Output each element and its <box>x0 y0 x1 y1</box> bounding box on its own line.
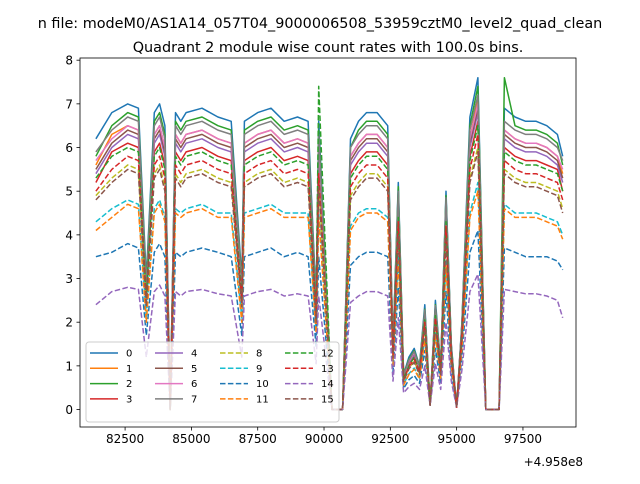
legend-label-14: 14 <box>321 379 334 390</box>
y-tick-label: 2 <box>65 316 73 330</box>
y-tick-label: 8 <box>65 54 73 68</box>
y-tick-label: 7 <box>65 97 73 111</box>
x-tick-label: 90000 <box>305 432 343 446</box>
y-tick-label: 5 <box>65 185 73 199</box>
y-tick-label: 0 <box>65 403 73 417</box>
legend-label-10: 10 <box>256 379 269 390</box>
legend-label-6: 6 <box>191 379 197 390</box>
legend-label-8: 8 <box>256 349 262 360</box>
legend-label-7: 7 <box>191 394 197 405</box>
legend-label-15: 15 <box>321 394 334 405</box>
y-tick-label: 3 <box>65 272 73 286</box>
x-tick-label: 87500 <box>239 432 277 446</box>
x-tick-label: 97500 <box>504 432 542 446</box>
x-tick-label: 85000 <box>172 432 210 446</box>
x-tick-label: 95000 <box>438 432 476 446</box>
series-line-12 <box>95 85 564 411</box>
legend-label-3: 3 <box>126 394 132 405</box>
legend-label-12: 12 <box>321 349 334 360</box>
series-line-15 <box>95 151 564 411</box>
series-line-14 <box>95 273 564 411</box>
x-axis-offset-label: +4.958e8 <box>524 455 583 469</box>
plot-frame <box>79 57 577 428</box>
legend-label-9: 9 <box>256 364 262 375</box>
x-tick-label: 82500 <box>106 432 144 446</box>
y-tick-label: 4 <box>65 228 73 242</box>
legend-label-13: 13 <box>321 364 334 375</box>
legend-label-11: 11 <box>256 394 269 405</box>
y-tick-label: 6 <box>65 141 73 155</box>
legend-label-1: 1 <box>126 364 132 375</box>
legend-label-0: 0 <box>126 349 132 360</box>
legend-label-2: 2 <box>126 379 132 390</box>
legend-label-5: 5 <box>191 364 197 375</box>
legend-label-4: 4 <box>191 349 197 360</box>
y-tick-label: 1 <box>65 359 73 373</box>
axes-layer: 82500 85000 87500 90000 92500 95000 9750001234… <box>65 54 577 446</box>
x-tick-label: 92500 <box>371 432 409 446</box>
figure-suptitle: n file: modeM0/AS1A14_057T04_9000006508_… <box>38 16 603 32</box>
chart-title: Quadrant 2 module wise count rates with … <box>133 40 524 56</box>
series-line-9 <box>95 181 564 411</box>
series-layer <box>95 76 564 411</box>
legend-box <box>85 341 340 423</box>
